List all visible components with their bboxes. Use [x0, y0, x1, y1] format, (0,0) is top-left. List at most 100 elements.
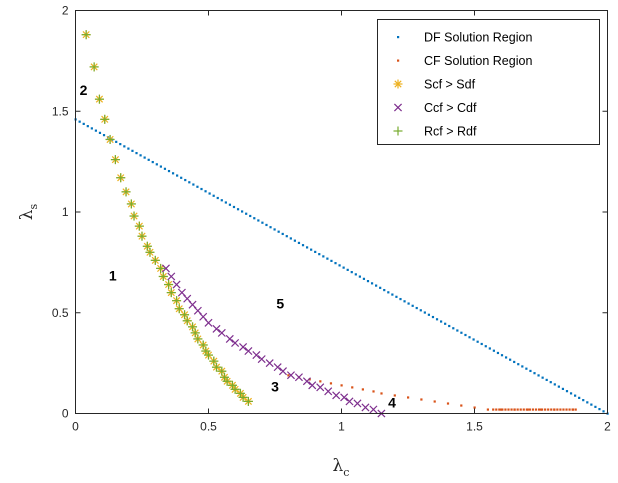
series-1-point-34 — [351, 386, 354, 389]
series-3-point-18 — [273, 363, 282, 372]
series-0-point-14 — [131, 149, 134, 152]
series-4-point-35 — [230, 384, 240, 394]
series-1-point-37 — [380, 392, 383, 395]
series-0-point-24 — [171, 172, 175, 175]
series-1-point-36 — [372, 390, 375, 393]
series-0-point-120 — [561, 387, 565, 390]
series-0-point-36 — [220, 199, 223, 202]
series-1-point-10 — [522, 408, 525, 411]
series-0-point-58 — [310, 248, 313, 251]
x-tick-label: 0 — [72, 420, 79, 434]
legend-entry-0: DF Solution Region — [424, 31, 532, 45]
series-0-point-31 — [200, 187, 203, 191]
series-1-point-18 — [547, 408, 550, 411]
series-0-point-126 — [586, 401, 589, 404]
series-4-point-3 — [100, 114, 110, 124]
region-label-5: 5 — [276, 296, 284, 312]
series-1-point-8 — [516, 408, 519, 411]
series-0-point-85 — [419, 309, 422, 312]
series-0-point-46 — [261, 221, 264, 224]
series-4-point-38 — [243, 396, 253, 406]
series-1-point-51 — [571, 408, 575, 411]
series-0-point-34 — [212, 194, 215, 197]
series-0-point-66 — [342, 266, 345, 269]
series-0-point-122 — [569, 392, 573, 395]
series-0-point-79 — [395, 295, 398, 298]
series-0-point-39 — [232, 205, 236, 209]
legend-entry-4: Rcf > Rdf — [424, 125, 477, 139]
series-1-point-3 — [501, 408, 504, 411]
series-1-point-17 — [544, 408, 547, 411]
series-0-point-110 — [521, 365, 524, 368]
series-4-point-10 — [134, 221, 144, 231]
series-0-point-84 — [415, 306, 418, 310]
series-4-point-28 — [204, 350, 213, 360]
series-1-point-4 — [504, 408, 507, 411]
series-0-point-115 — [541, 376, 544, 379]
series-0-point-49 — [273, 228, 276, 231]
series-1-point-48 — [526, 408, 529, 411]
series-4-point-20 — [174, 304, 184, 314]
series-0-point-71 — [362, 277, 366, 280]
series-0-point-11 — [119, 143, 122, 146]
series-3-point-23 — [308, 381, 317, 390]
series-0-point-98 — [472, 338, 475, 341]
legend-symbol-dot — [397, 36, 400, 39]
series-0-point-57 — [305, 246, 309, 249]
series-0-point-4 — [90, 127, 93, 130]
series-1-point-35 — [361, 388, 364, 391]
x-tick-label: 2 — [604, 420, 611, 434]
series-4-point-22 — [182, 316, 192, 326]
series-0-point-12 — [123, 145, 126, 148]
series-0-point-103 — [492, 349, 495, 352]
series-0-point-67 — [346, 268, 349, 271]
series-3-point-21 — [294, 373, 303, 382]
series-3-point-15 — [252, 351, 261, 360]
series-0-point-61 — [322, 255, 325, 258]
series-0-point-82 — [407, 302, 410, 305]
series-4-point-23 — [188, 322, 198, 332]
series-1-point-47 — [513, 408, 516, 411]
series-0-point-76 — [383, 288, 386, 292]
series-0-point-108 — [513, 360, 516, 364]
series-0-point-13 — [127, 147, 130, 150]
series-3-point-19 — [278, 367, 288, 376]
region-label-4: 4 — [388, 394, 396, 410]
series-0-point-80 — [399, 297, 402, 301]
series-1-point-42 — [446, 402, 450, 405]
series-4-point-5 — [110, 155, 120, 165]
series-1-point-49 — [540, 408, 543, 411]
region-label-3: 3 — [271, 378, 279, 394]
legend-symbol-dot — [397, 59, 400, 62]
series-0-point-64 — [334, 262, 337, 265]
x-axis-label-sub: c — [343, 466, 349, 479]
series-0-point-50 — [277, 230, 280, 233]
series-3-point-17 — [265, 359, 274, 368]
series-1-point-41 — [433, 400, 436, 403]
series-0-point-117 — [549, 381, 552, 384]
y-tick-label: 2 — [62, 4, 69, 18]
series-0-point-88 — [431, 315, 435, 319]
series-1-point-27 — [574, 408, 577, 411]
markers-layer — [74, 30, 609, 418]
series-0-point-2 — [82, 122, 85, 126]
x-tick-label: 0.5 — [200, 420, 217, 434]
y-axis-label-sub: s — [27, 203, 40, 209]
series-0-point-104 — [496, 351, 500, 355]
series-1-point-45 — [486, 408, 489, 411]
series-4-point-16 — [158, 271, 168, 281]
series-1-point-0 — [492, 408, 495, 411]
series-0-point-17 — [143, 156, 146, 159]
series-1-point-13 — [531, 408, 535, 411]
series-4-point-8 — [126, 199, 136, 209]
series-0-point-77 — [387, 291, 390, 294]
series-0-point-74 — [375, 284, 378, 287]
series-4-point-31 — [217, 366, 227, 376]
series-0-point-51 — [281, 232, 284, 236]
y-tick-label: 0 — [62, 407, 69, 421]
series-0-point-68 — [350, 271, 353, 274]
series-1-point-38 — [393, 394, 396, 397]
series-4-point-26 — [198, 340, 208, 350]
series-0-point-45 — [257, 219, 260, 222]
series-3-point-26 — [332, 391, 341, 400]
